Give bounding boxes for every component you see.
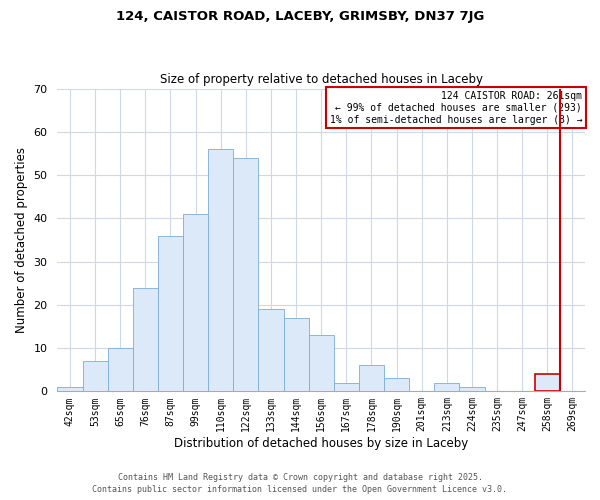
Bar xyxy=(434,382,460,392)
Bar xyxy=(308,335,334,392)
Bar xyxy=(83,361,107,392)
Bar xyxy=(133,288,158,392)
Bar xyxy=(384,378,409,392)
Bar xyxy=(334,382,359,392)
Bar xyxy=(535,374,560,392)
Bar xyxy=(460,387,485,392)
Bar xyxy=(158,236,183,392)
Bar xyxy=(259,309,284,392)
Bar xyxy=(233,158,259,392)
Text: Contains HM Land Registry data © Crown copyright and database right 2025.
Contai: Contains HM Land Registry data © Crown c… xyxy=(92,473,508,494)
Bar xyxy=(284,318,308,392)
Y-axis label: Number of detached properties: Number of detached properties xyxy=(15,147,28,333)
Title: Size of property relative to detached houses in Laceby: Size of property relative to detached ho… xyxy=(160,73,483,86)
Text: 124, CAISTOR ROAD, LACEBY, GRIMSBY, DN37 7JG: 124, CAISTOR ROAD, LACEBY, GRIMSBY, DN37… xyxy=(116,10,484,23)
Bar xyxy=(107,348,133,392)
Bar xyxy=(183,214,208,392)
Bar xyxy=(359,366,384,392)
X-axis label: Distribution of detached houses by size in Laceby: Distribution of detached houses by size … xyxy=(174,437,469,450)
Bar xyxy=(58,387,83,392)
Text: 124 CAISTOR ROAD: 261sqm
← 99% of detached houses are smaller (293)
1% of semi-d: 124 CAISTOR ROAD: 261sqm ← 99% of detach… xyxy=(329,92,582,124)
Bar xyxy=(208,149,233,392)
